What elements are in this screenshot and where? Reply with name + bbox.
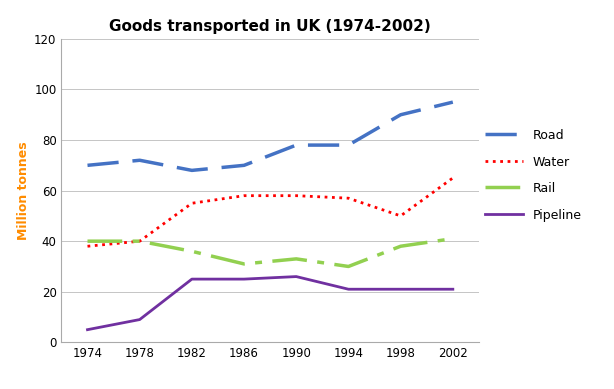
Pipeline (449, 287, 457, 292)
Legend: Road, Water, Rail, Pipeline: Road, Water, Rail, Pipeline (485, 129, 581, 222)
Water (397, 214, 405, 218)
Pipeline (241, 277, 248, 282)
Rail (188, 249, 196, 254)
Rail (293, 257, 300, 261)
Water (84, 244, 91, 249)
Pipeline (345, 287, 352, 292)
Rail (397, 244, 405, 249)
Line: Water: Water (88, 178, 453, 246)
Rail (345, 264, 352, 269)
Water (449, 176, 457, 180)
Road (188, 168, 196, 173)
Road (241, 163, 248, 168)
Road (293, 143, 300, 147)
Road (449, 100, 457, 105)
Water (188, 201, 196, 205)
Rail (449, 237, 457, 241)
Road (397, 112, 405, 117)
Line: Pipeline: Pipeline (88, 277, 453, 330)
Y-axis label: Million tonnes: Million tonnes (17, 141, 30, 240)
Line: Rail: Rail (88, 239, 453, 266)
Pipeline (397, 287, 405, 292)
Pipeline (136, 317, 144, 322)
Water (136, 239, 144, 244)
Rail (84, 239, 91, 244)
Water (293, 193, 300, 198)
Pipeline (84, 328, 91, 332)
Rail (136, 239, 144, 244)
Road (345, 143, 352, 147)
Road (136, 158, 144, 163)
Water (241, 193, 248, 198)
Pipeline (188, 277, 196, 282)
Pipeline (293, 274, 300, 279)
Water (345, 196, 352, 201)
Road (84, 163, 91, 168)
Line: Road: Road (88, 102, 453, 170)
Title: Goods transported in UK (1974-2002): Goods transported in UK (1974-2002) (109, 19, 431, 33)
Rail (241, 261, 248, 266)
